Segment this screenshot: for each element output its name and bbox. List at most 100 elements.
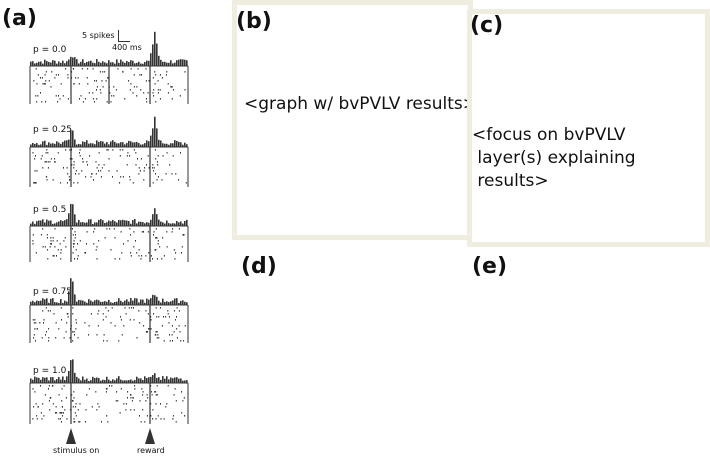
psth-bar xyxy=(46,219,48,226)
spike-tick xyxy=(50,397,52,399)
psth-bar xyxy=(42,141,44,147)
spike-tick xyxy=(121,334,123,336)
spike-tick xyxy=(135,152,137,154)
spike-tick xyxy=(60,307,62,309)
spike-tick xyxy=(62,412,64,414)
psth-bar xyxy=(88,143,90,147)
psth-bar xyxy=(64,300,66,305)
spike-tick xyxy=(105,388,107,390)
spike-tick xyxy=(157,415,159,417)
psth-bar xyxy=(76,144,78,147)
psth-bar xyxy=(56,222,58,226)
panel-label-c: (c) xyxy=(470,13,504,38)
psth-bar xyxy=(126,220,128,226)
spike-tick xyxy=(150,403,152,405)
psth-bar xyxy=(120,379,122,383)
spike-tick xyxy=(82,158,84,160)
psth-bar xyxy=(36,221,38,226)
spike-tick xyxy=(73,164,75,166)
spike-tick xyxy=(67,98,69,100)
spike-tick xyxy=(155,237,157,239)
spike-tick xyxy=(34,319,36,321)
spike-tick xyxy=(140,74,142,76)
spike-tick xyxy=(128,307,130,309)
spike-tick xyxy=(65,149,67,151)
spike-tick xyxy=(73,243,75,245)
psth-bar xyxy=(50,377,52,383)
spike-tick xyxy=(152,418,154,420)
psth-bar xyxy=(40,220,42,226)
spike-tick xyxy=(120,319,122,321)
psth-bar xyxy=(108,299,110,305)
psth-bar xyxy=(102,301,104,305)
psth-bar xyxy=(118,298,120,305)
psth-bar xyxy=(106,142,108,147)
spike-tick xyxy=(79,403,81,405)
spike-tick xyxy=(41,418,43,420)
spike-tick xyxy=(42,310,44,312)
psth-bar xyxy=(82,222,84,226)
psth-bar xyxy=(130,141,132,147)
spike-tick xyxy=(34,170,36,172)
psth-bar xyxy=(52,298,54,305)
spike-tick xyxy=(109,92,111,94)
spike-tick xyxy=(41,155,43,157)
psth-bar xyxy=(140,144,142,147)
psth-bar xyxy=(70,360,72,383)
spike-tick xyxy=(184,89,186,91)
spike-tick xyxy=(139,74,141,76)
spike-tick xyxy=(176,337,178,339)
psth-bar xyxy=(148,377,150,383)
spike-tick xyxy=(69,158,71,160)
psth-bar xyxy=(56,141,58,147)
spike-tick xyxy=(111,385,113,387)
spike-tick xyxy=(153,167,155,169)
psth-bar xyxy=(82,141,84,147)
psth-bar xyxy=(132,220,134,226)
spike-tick xyxy=(58,328,60,330)
spike-tick xyxy=(44,161,46,163)
spike-tick xyxy=(103,340,105,342)
psth-bar xyxy=(54,380,56,383)
psth-bar xyxy=(164,143,166,147)
spike-tick xyxy=(37,406,39,408)
psth-bar xyxy=(166,301,168,305)
psth-bar xyxy=(162,61,164,66)
psth-bar xyxy=(32,379,34,383)
spike-tick xyxy=(132,397,134,399)
spike-tick xyxy=(58,95,59,97)
psth-bar xyxy=(106,222,108,226)
spike-tick xyxy=(52,385,54,387)
spike-tick xyxy=(60,252,62,254)
spike-tick xyxy=(156,337,158,339)
spike-tick xyxy=(96,258,98,260)
psth-bar xyxy=(108,379,110,383)
psth-bar xyxy=(114,221,116,226)
spike-tick xyxy=(60,258,62,260)
spike-tick xyxy=(94,228,96,230)
psth-bar xyxy=(104,143,106,147)
spike-tick xyxy=(92,92,94,94)
spike-tick xyxy=(85,176,87,178)
spike-tick xyxy=(159,74,161,76)
spike-tick xyxy=(157,80,159,82)
psth-bar xyxy=(160,140,162,147)
spike-tick xyxy=(72,400,74,402)
spike-tick xyxy=(122,149,124,151)
spike-tick xyxy=(148,252,150,254)
psth-bar xyxy=(110,62,112,66)
spike-tick xyxy=(119,149,121,151)
psth-bar xyxy=(80,380,82,383)
spike-tick xyxy=(63,167,64,169)
psth-bar xyxy=(62,376,64,383)
spike-tick xyxy=(148,80,150,82)
spike-tick xyxy=(74,237,76,239)
spike-tick xyxy=(99,89,101,91)
psth-bar xyxy=(140,378,142,383)
spike-tick xyxy=(32,152,34,154)
spike-tick xyxy=(154,391,156,393)
spike-tick xyxy=(167,310,169,312)
psth-bar xyxy=(180,221,182,226)
spike-tick xyxy=(79,155,81,157)
spike-tick xyxy=(70,325,72,327)
